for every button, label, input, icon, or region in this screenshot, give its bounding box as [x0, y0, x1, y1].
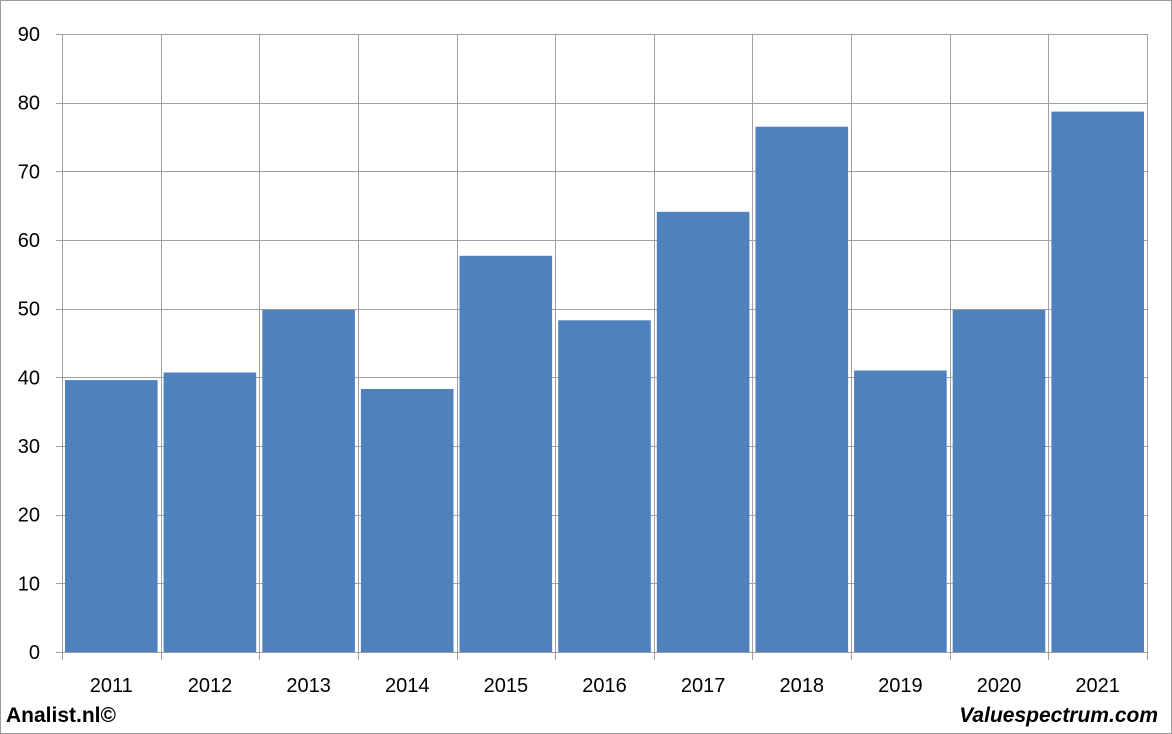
y-tick-label-30: 30 — [18, 436, 40, 458]
bar-2021 — [1051, 111, 1144, 653]
bar-2019 — [854, 370, 947, 652]
x-tick-label-2016: 2016 — [582, 675, 627, 697]
y-tick-label-0: 0 — [29, 642, 40, 664]
bar-2018 — [755, 126, 849, 652]
x-tick-label-2017: 2017 — [681, 675, 726, 697]
y-tick-label-90: 90 — [18, 24, 40, 46]
x-tick-label-2021: 2021 — [1075, 675, 1120, 697]
x-tick-label-2020: 2020 — [977, 675, 1022, 697]
bar-chart: 0 10 20 30 40 50 60 70 80 90 2011 2012 2013 2014 2015 2… — [18, 24, 1148, 697]
x-tick-label-2011: 2011 — [90, 675, 133, 697]
bar-2012 — [163, 372, 257, 652]
source-label-right: Valuespectrum.com — [959, 704, 1158, 727]
bar-2011 — [65, 380, 158, 652]
y-tick-label-20: 20 — [18, 505, 40, 527]
source-label-left: Analist.nl© — [6, 704, 116, 727]
y-tick-label-70: 70 — [18, 161, 40, 183]
bar-2013 — [262, 310, 355, 652]
bar-2017 — [656, 211, 750, 653]
x-tick-label-2012: 2012 — [188, 675, 233, 697]
x-tick-label-2018: 2018 — [780, 675, 825, 697]
bar-2020 — [952, 310, 1046, 652]
x-tick-label-2014: 2014 — [385, 675, 430, 697]
x-tick-label-2015: 2015 — [484, 675, 529, 697]
x-tick-label-2019: 2019 — [878, 675, 923, 697]
y-tick-label-40: 40 — [18, 367, 40, 389]
bar-2014 — [360, 389, 454, 652]
y-tick-label-50: 50 — [18, 299, 40, 321]
y-tick-label-10: 10 — [18, 573, 40, 595]
y-tick-label-60: 60 — [18, 230, 40, 252]
y-tick-label-80: 80 — [18, 93, 40, 115]
x-tick-label-2013: 2013 — [286, 675, 331, 697]
bar-2016 — [558, 320, 651, 652]
bar-2015 — [459, 255, 553, 653]
